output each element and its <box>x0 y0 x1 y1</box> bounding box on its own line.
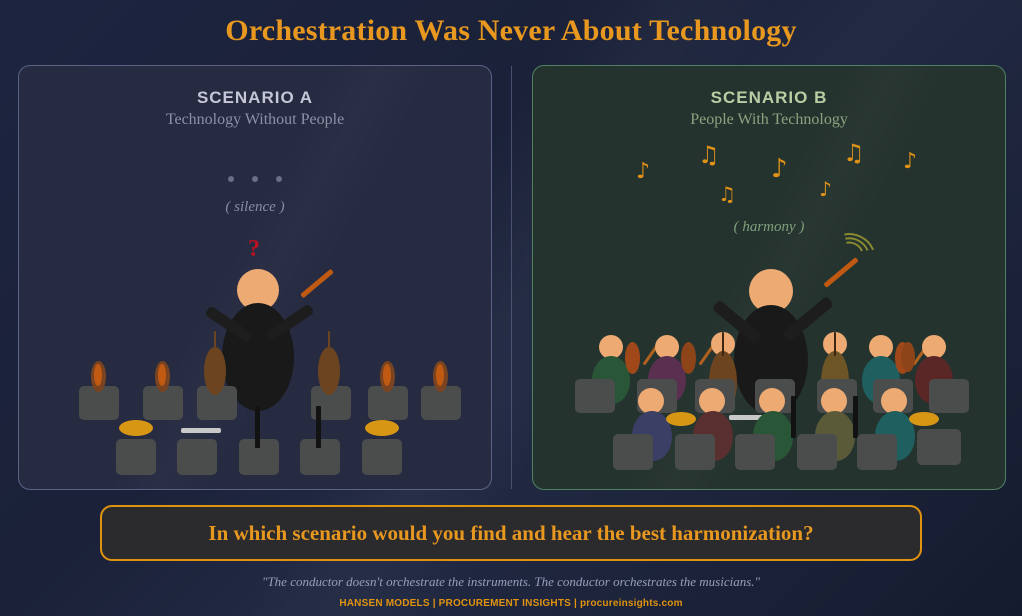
cello-neck-icon <box>722 332 724 356</box>
silence-dots <box>19 169 491 187</box>
percussion-stick-icon <box>316 406 321 448</box>
violin-inner-icon <box>436 364 444 386</box>
chair <box>575 379 615 413</box>
musician-head <box>638 388 664 414</box>
flute-icon <box>181 428 221 433</box>
chair <box>929 379 969 413</box>
music-note-icon: ♪ <box>903 149 918 174</box>
silence-dot <box>276 176 283 182</box>
horn-icon <box>666 412 696 426</box>
chair <box>362 439 402 475</box>
musician-head <box>655 335 679 359</box>
chair <box>917 429 961 465</box>
musician-head <box>599 335 623 359</box>
scenario-b-title: SCENARIO B <box>710 88 828 107</box>
cello-neck-icon <box>834 332 836 356</box>
chair <box>797 434 837 470</box>
silence-dot <box>227 176 234 182</box>
percussion-stick-icon <box>791 396 796 438</box>
music-note-icon: ♫ <box>718 182 736 206</box>
chair <box>116 439 156 475</box>
question-mark-icon: ? <box>248 236 260 262</box>
music-note-icon: ♪ <box>636 159 651 184</box>
cello-icon <box>318 347 340 395</box>
musician-head <box>699 388 725 414</box>
chair <box>613 434 653 470</box>
music-note-icon: ♫ <box>698 141 720 169</box>
cello-neck-icon <box>328 331 330 351</box>
violin-icon <box>625 342 640 374</box>
chair <box>177 439 217 475</box>
scenario-b-panel: SCENARIO B People With Technology ♪ ♫ ♫ … <box>532 65 1006 490</box>
violin-inner-icon <box>94 364 102 386</box>
silence-dot <box>252 176 258 182</box>
footer-credit: HANSEN MODELS | PROCUREMENT INSIGHTS | p… <box>339 598 683 609</box>
conductor-baton <box>300 268 334 299</box>
harmony-label: ( harmony ) <box>733 219 805 235</box>
music-note-icon: ♪ <box>771 154 788 184</box>
horn-icon <box>365 420 399 436</box>
chair <box>675 434 715 470</box>
flute-icon <box>729 415 763 420</box>
horn-icon <box>909 412 939 426</box>
violin-inner-icon <box>158 364 166 386</box>
cello-neck-icon <box>214 331 216 351</box>
chair <box>857 434 897 470</box>
scenario-a-subtitle: Technology Without People <box>165 111 345 128</box>
musician-head <box>869 335 893 359</box>
cello-icon <box>204 347 226 395</box>
panel-divider <box>511 66 512 489</box>
violin-icon <box>681 342 696 374</box>
footer-quote: "The conductor doesn't orchestrate the i… <box>261 574 760 589</box>
musician-head <box>922 335 946 359</box>
cta-question-box[interactable]: In which scenario would you find and hea… <box>100 505 922 561</box>
silence-label: ( silence ) <box>225 199 285 215</box>
percussion-stick-icon <box>853 396 858 438</box>
scenario-a-panel: SCENARIO A Technology Without People ( s… <box>18 65 492 490</box>
percussion-stick-icon <box>255 406 260 448</box>
scenario-b-subtitle: People With Technology <box>690 111 848 128</box>
violin-inner-icon <box>383 364 391 386</box>
musician-head <box>821 388 847 414</box>
violin-icon <box>901 342 915 372</box>
horn-icon <box>119 420 153 436</box>
page-title: Orchestration Was Never About Technology <box>225 14 797 47</box>
music-note-icon: ♪ <box>819 177 832 201</box>
musician-head <box>881 388 907 414</box>
music-note-icon: ♫ <box>843 139 865 167</box>
cta-question-text: In which scenario would you find and hea… <box>208 520 814 545</box>
chair <box>735 434 775 470</box>
scenario-a-title: SCENARIO A <box>196 88 314 107</box>
musician-head <box>759 388 785 414</box>
